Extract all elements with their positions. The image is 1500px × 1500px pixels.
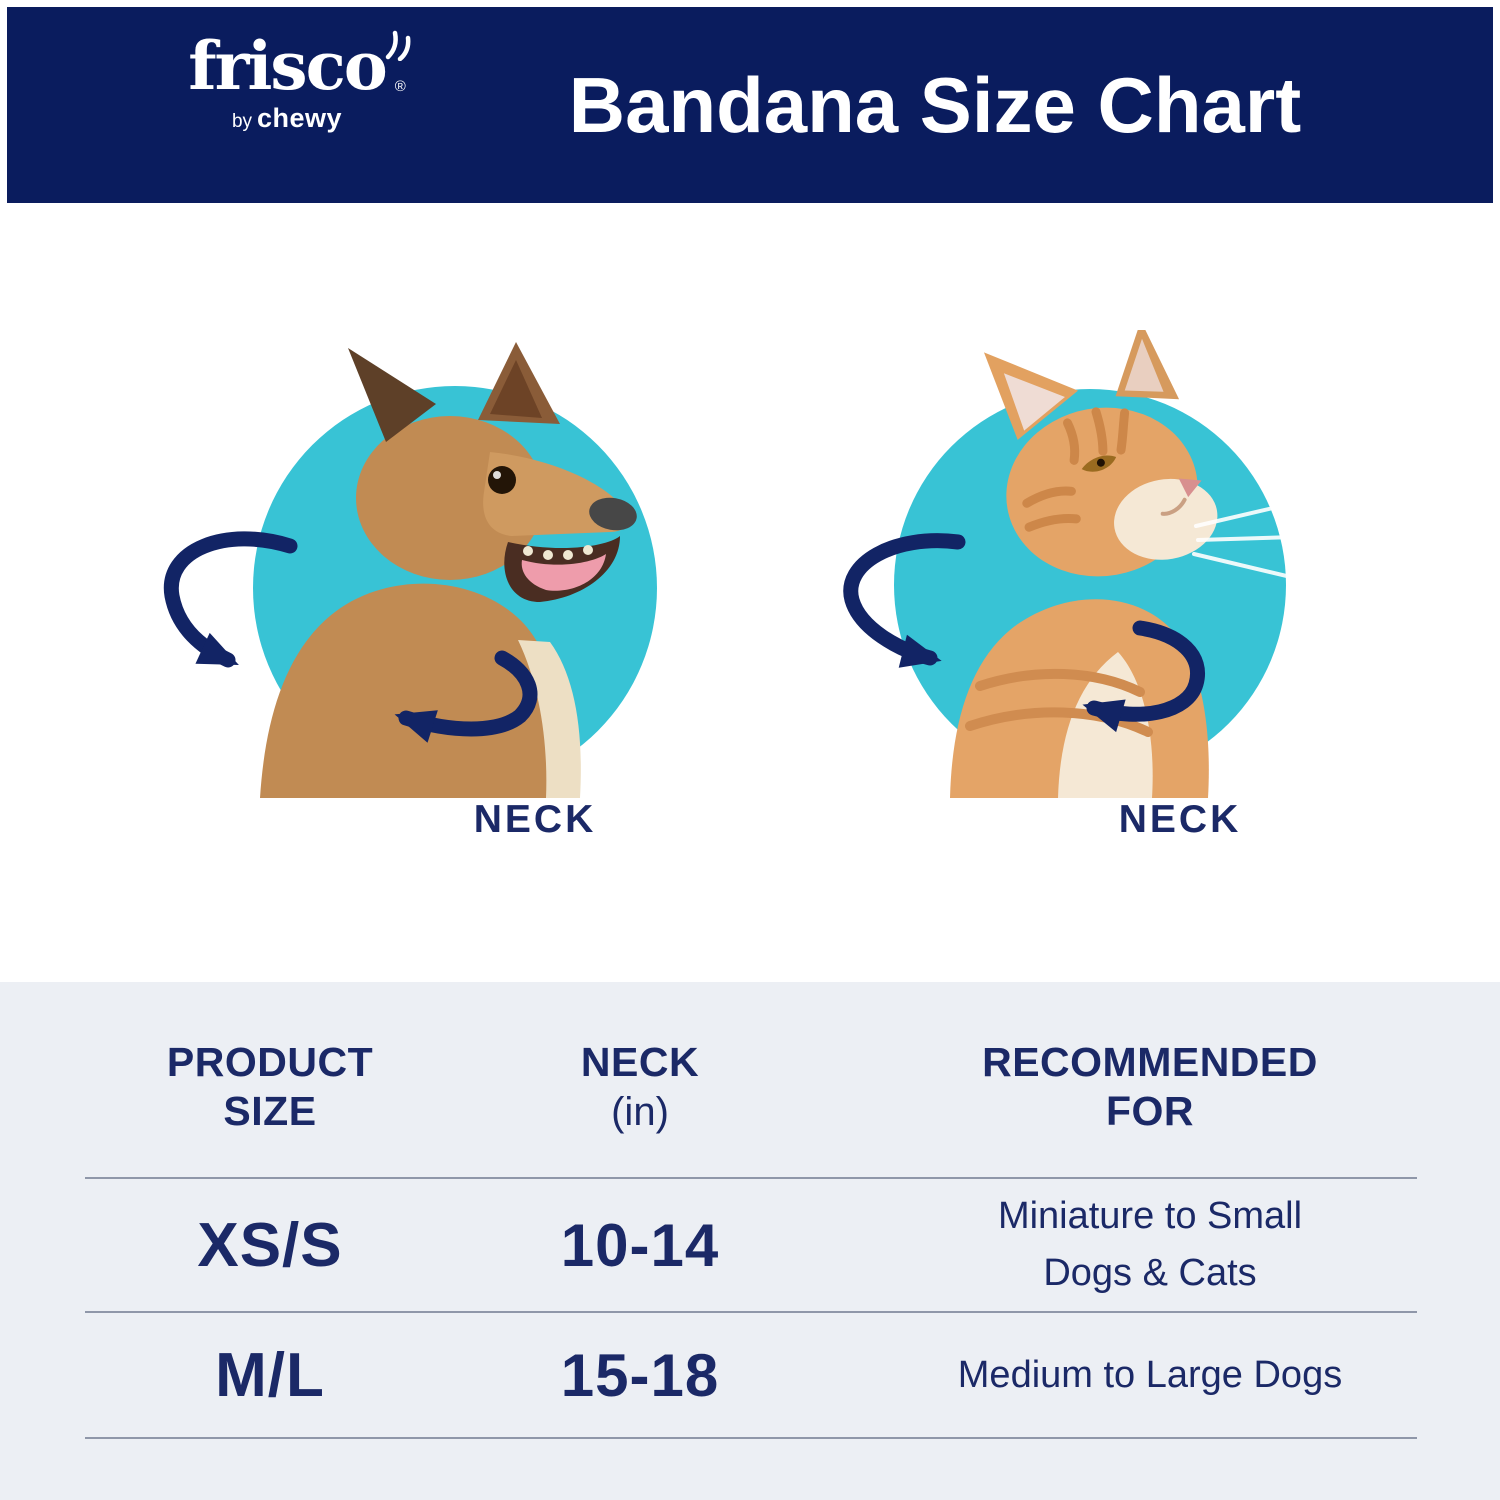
recommended-for-cell: Miniature to Small Dogs & Cats <box>820 1178 1480 1312</box>
recommended-for-text: Miniature to Small <box>997 1195 1303 1237</box>
motion-lines-icon <box>385 30 411 61</box>
dog-neck-label: NECK <box>473 798 597 841</box>
page-title: Bandana Size Chart <box>568 60 1302 149</box>
neck-circumference-arrow-icon <box>843 533 1205 733</box>
column-header-neck: NECK (in) <box>470 996 810 1178</box>
neck-circumference-arrow-icon <box>163 531 538 743</box>
recommended-for-text: Medium to Large Dogs <box>957 1353 1343 1396</box>
table-row: M/L 15-18 Medium to Large Dogs <box>0 1312 1500 1438</box>
column-header-line: SIZE <box>223 1088 317 1134</box>
dog-head-photo <box>163 342 657 798</box>
recommended-for-cell: Medium to Large Dogs <box>820 1312 1480 1438</box>
cat-neck-label: NECK <box>1118 798 1242 841</box>
product-size-value: XS/S <box>197 1210 343 1280</box>
header-bar: frisco ® by chewy Bandana Size Chart <box>7 7 1493 203</box>
neck-range-value: 15-18 <box>560 1341 720 1409</box>
registered-trademark: ® <box>394 78 406 95</box>
cat-head-photo <box>843 330 1330 798</box>
table-row: XS/S 10-14 Miniature to Small Dogs & Cat… <box>0 1178 1500 1312</box>
column-header-unit: (in) <box>611 1089 669 1134</box>
cat-figure: NECK <box>830 330 1390 870</box>
product-size-cell: M/L <box>60 1312 480 1438</box>
table-divider <box>85 1177 1417 1179</box>
size-table-panel <box>0 982 1500 1500</box>
neck-range-value: 10-14 <box>560 1211 720 1279</box>
column-header-line: PRODUCT <box>166 1038 374 1085</box>
byline-prefix: by <box>231 111 253 132</box>
dog-figure: NECK <box>150 330 710 870</box>
neck-range-cell: 15-18 <box>470 1312 810 1438</box>
product-size-value: M/L <box>215 1340 325 1410</box>
column-header-line: RECOMMENDED <box>982 1038 1318 1085</box>
table-header-row: PRODUCT SIZE NECK (in) RECOMMENDED FOR <box>0 996 1500 1178</box>
byline: by chewy <box>162 103 412 134</box>
neck-range-cell: 10-14 <box>470 1178 810 1312</box>
chewy-logo-text: chewy <box>257 103 343 133</box>
frisco-logo: frisco ® by chewy <box>162 30 412 134</box>
column-header-recommended-for: RECOMMENDED FOR <box>820 996 1480 1178</box>
table-divider <box>85 1311 1417 1313</box>
frisco-wordmark: frisco ® <box>188 30 411 99</box>
recommended-for-text: Dogs & Cats <box>1043 1252 1257 1294</box>
column-header-product-size: PRODUCT SIZE <box>60 996 480 1178</box>
frisco-logo-text: frisco <box>188 27 388 105</box>
table-divider <box>85 1437 1417 1439</box>
column-header-line: NECK <box>580 1039 700 1086</box>
column-header-line: FOR <box>1105 1088 1195 1134</box>
product-size-cell: XS/S <box>60 1178 480 1312</box>
